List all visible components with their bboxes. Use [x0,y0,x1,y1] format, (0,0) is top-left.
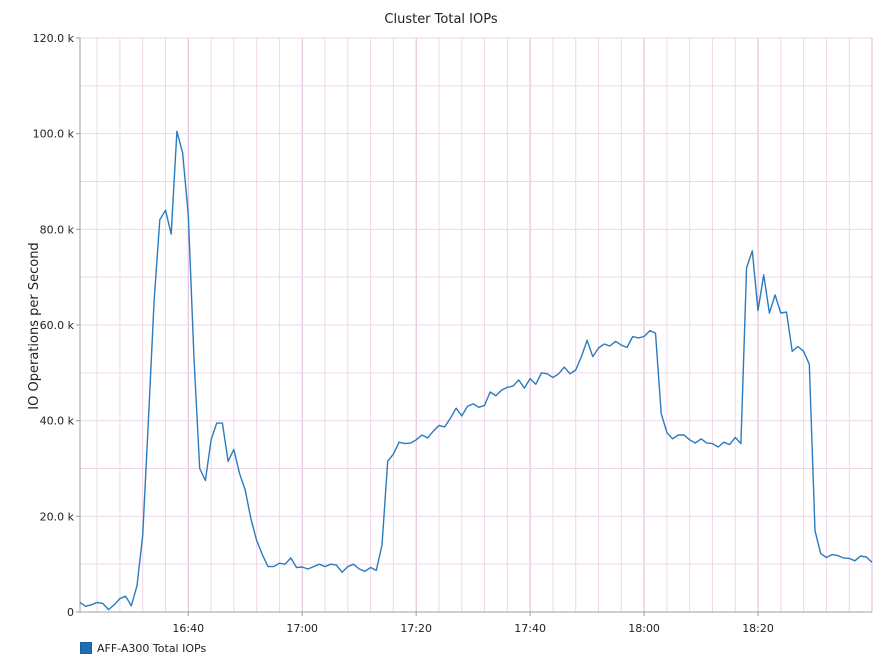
legend-swatch [80,642,92,654]
x-tick-label: 17:00 [286,622,318,635]
y-tick-label: 120.0 k [33,32,75,45]
chart-title: Cluster Total IOPs [384,12,497,27]
series-line-0 [79,130,873,611]
series-layer [79,130,873,611]
y-tick-label: 80.0 k [40,223,75,236]
x-axis-ticks: 16:40 17:00 17:20 17:40 18:00 18:20 [172,612,774,635]
legend: AFF-A300 Total IOPs [80,641,206,655]
x-tick-label: 17:20 [400,622,432,635]
y-axis-ticks: 0 20.0 k 40.0 k 60.0 k 80.0 k 100.0 k 120.0 k [33,32,80,619]
y-tick-label: 100.0 k [33,128,75,141]
x-tick-label: 17:40 [514,622,546,635]
grid [80,37,873,612]
y-tick-label: 60.0 k [40,319,75,332]
x-tick-label: 16:40 [172,622,204,635]
y-tick-label: 20.0 k [40,510,75,523]
x-tick-label: 18:20 [742,622,774,635]
y-tick-label: 0 [67,606,74,619]
y-axis-label: IO Operations per Second [27,242,42,409]
x-tick-label: 18:00 [628,622,660,635]
y-tick-label: 40.0 k [40,415,75,428]
legend-label: AFF-A300 Total IOPs [97,641,207,655]
